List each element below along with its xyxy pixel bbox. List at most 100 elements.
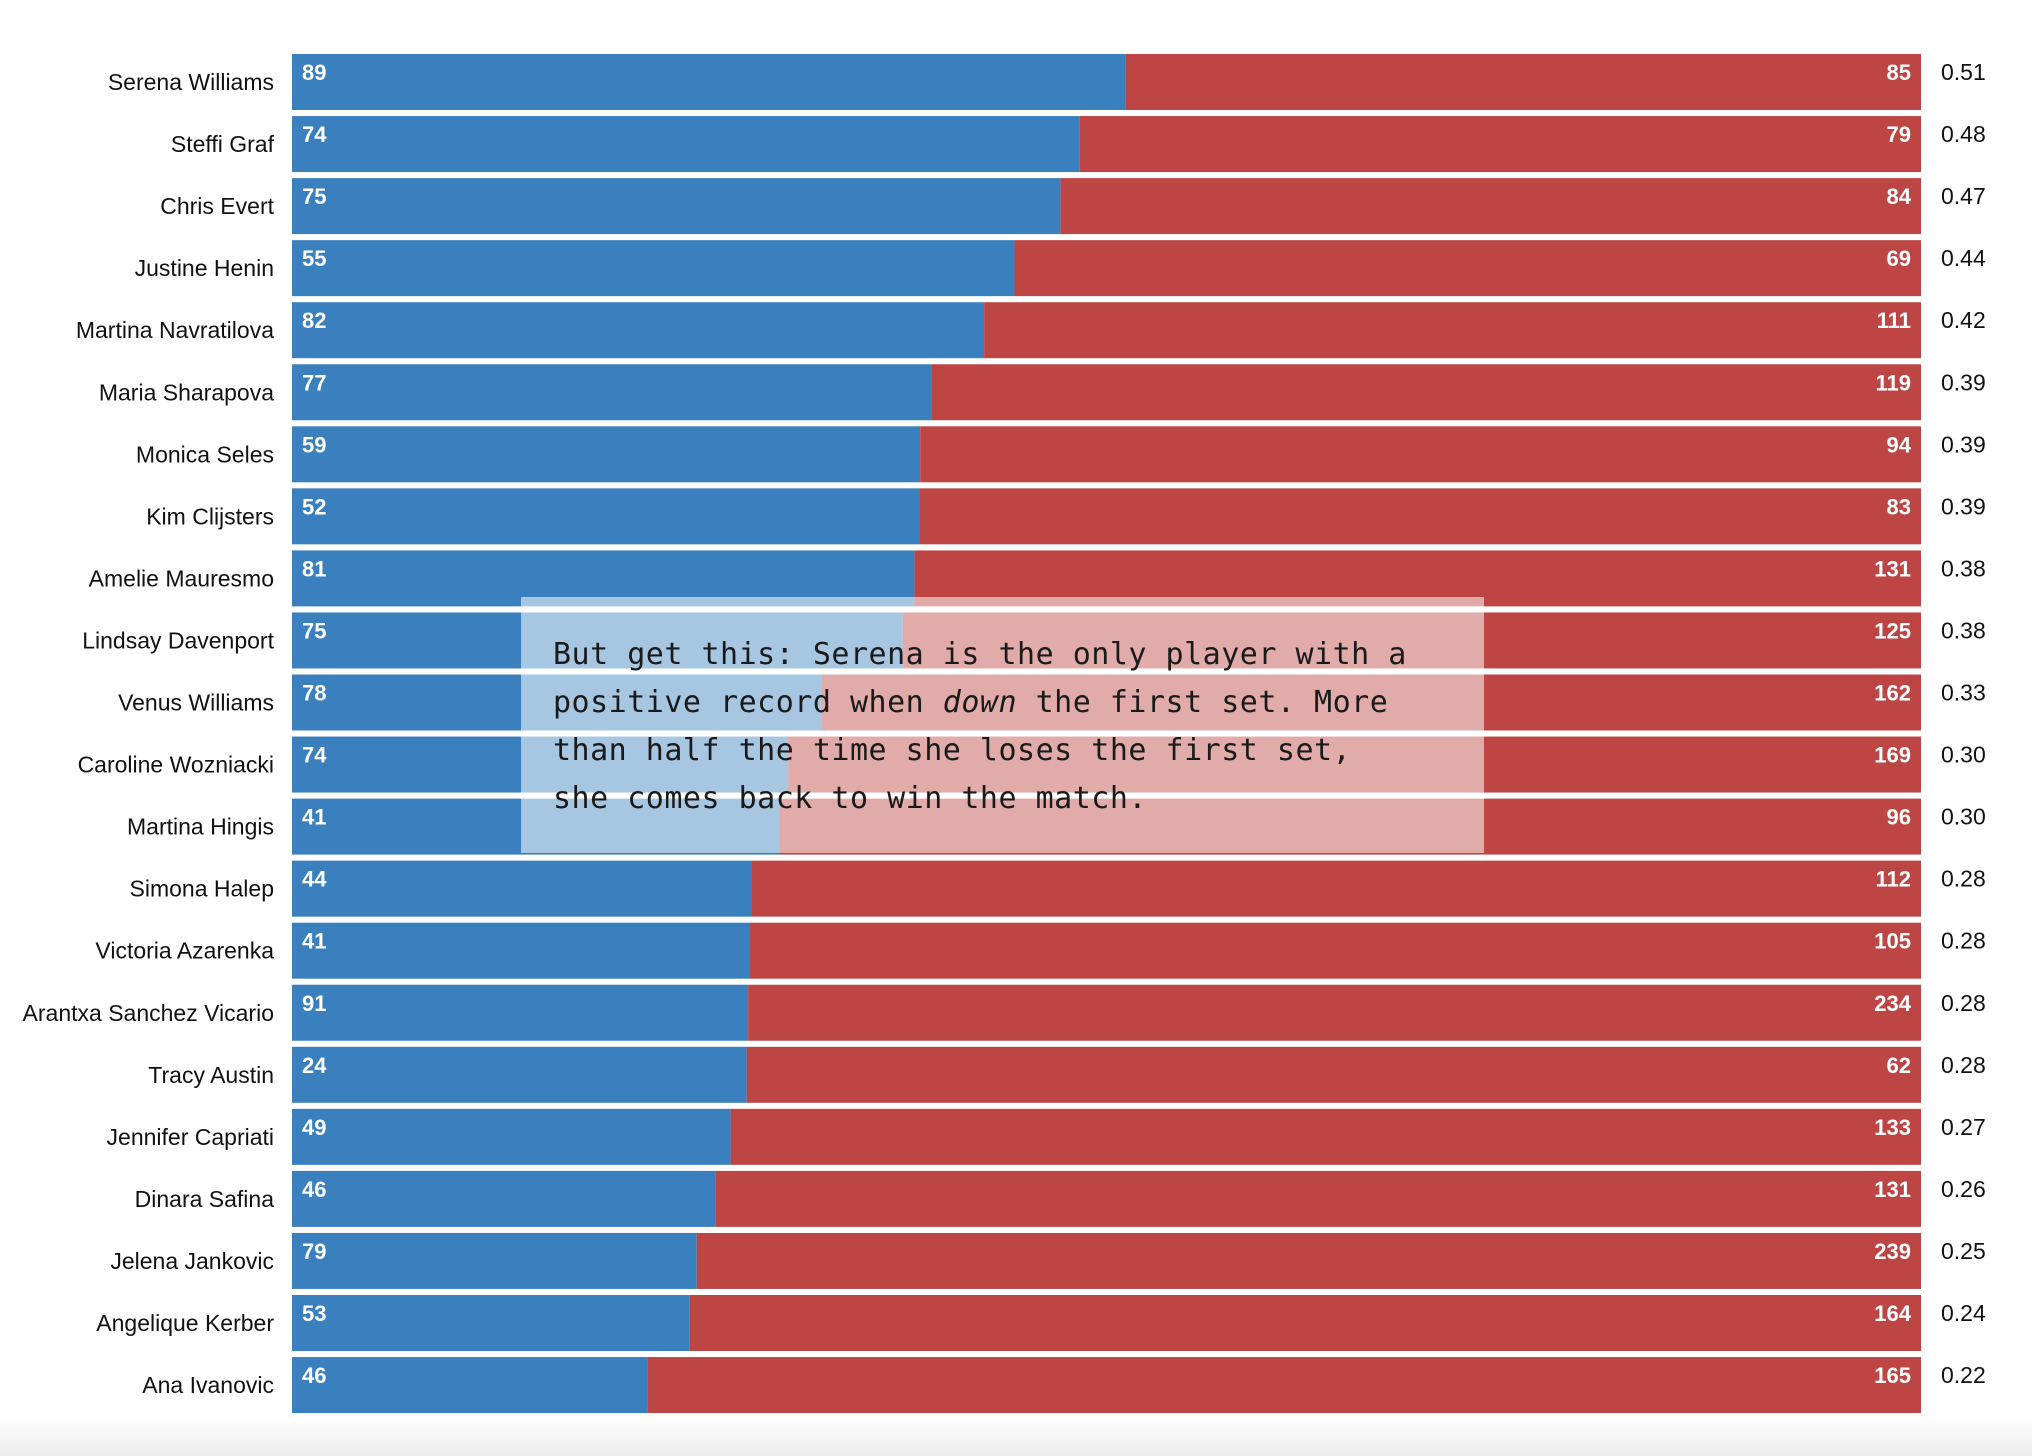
win-ratio-label: 0.30 — [1941, 804, 1986, 830]
wins-value-label: 75 — [302, 184, 326, 209]
wins-value-label: 49 — [302, 1115, 326, 1140]
player-name-label: Angelique Kerber — [96, 1310, 274, 1336]
wins-value-label: 24 — [302, 1053, 327, 1078]
annotation-emphasis: down — [942, 685, 1018, 720]
win-bar — [292, 302, 985, 359]
win-bar — [292, 240, 1015, 297]
player-name-label: Simona Halep — [130, 876, 274, 902]
annotation-box: But get this: Serena is the only player … — [521, 597, 1484, 853]
losses-value-label: 164 — [1874, 1301, 1911, 1326]
loss-bar — [1079, 116, 1921, 173]
loss-bar — [689, 1295, 1921, 1351]
player-name-label: Steffi Graf — [171, 131, 275, 157]
player-name-label: Serena Williams — [108, 69, 274, 95]
win-ratio-label: 0.30 — [1941, 742, 1986, 768]
win-bar — [292, 364, 932, 421]
win-bar — [292, 984, 749, 1041]
losses-value-label: 96 — [1887, 805, 1911, 830]
player-name-label: Arantxa Sanchez Vicario — [23, 1000, 274, 1026]
player-name-label: Tracy Austin — [148, 1062, 274, 1088]
win-bar — [292, 488, 920, 545]
win-ratio-label: 0.42 — [1941, 307, 1986, 333]
win-ratio-label: 0.28 — [1941, 866, 1986, 892]
player-name-label: Caroline Wozniacki — [78, 752, 274, 778]
wins-value-label: 46 — [302, 1177, 326, 1202]
wins-value-label: 59 — [302, 432, 326, 457]
win-ratio-label: 0.39 — [1941, 493, 1986, 519]
wins-value-label: 74 — [302, 743, 327, 768]
wins-value-label: 46 — [302, 1363, 326, 1388]
wins-value-label: 74 — [302, 122, 327, 147]
losses-value-label: 94 — [1887, 432, 1912, 457]
player-name-label: Dinara Safina — [135, 1186, 275, 1212]
player-name-label: Venus Williams — [118, 690, 274, 716]
win-bar — [292, 1108, 731, 1165]
loss-bar — [919, 488, 1921, 545]
annotation-line: But get this: Serena is the only player … — [553, 637, 1407, 672]
win-bar — [292, 426, 921, 483]
wins-value-label: 44 — [302, 867, 327, 892]
losses-value-label: 79 — [1887, 122, 1911, 147]
wins-value-label: 55 — [302, 246, 326, 271]
losses-value-label: 62 — [1887, 1053, 1911, 1078]
player-name-label: Jennifer Capriati — [107, 1124, 274, 1150]
losses-value-label: 83 — [1887, 494, 1911, 519]
player-name-label: Jelena Jankovic — [110, 1248, 274, 1274]
win-ratio-label: 0.44 — [1941, 245, 1986, 271]
loss-bar — [749, 922, 1921, 979]
win-ratio-label: 0.22 — [1941, 1362, 1986, 1388]
losses-value-label: 85 — [1887, 60, 1911, 85]
win-ratio-label: 0.28 — [1941, 990, 1986, 1016]
losses-value-label: 69 — [1887, 246, 1911, 271]
annotation-text: positive record when — [553, 685, 943, 720]
losses-value-label: 131 — [1874, 1177, 1911, 1202]
losses-value-label: 239 — [1874, 1239, 1911, 1264]
player-name-label: Ana Ivanovic — [142, 1372, 274, 1398]
player-name-label: Martina Hingis — [127, 814, 274, 840]
player-name-label: Monica Seles — [136, 441, 274, 467]
player-name-label: Maria Sharapova — [99, 379, 274, 405]
loss-bar — [730, 1108, 1921, 1165]
player-name-label: Victoria Azarenka — [95, 938, 274, 964]
wins-value-label: 81 — [302, 556, 326, 581]
win-ratio-label: 0.39 — [1941, 369, 1986, 395]
loss-bar — [696, 1232, 1921, 1289]
win-ratio-label: 0.26 — [1941, 1176, 1986, 1202]
win-ratio-label: 0.33 — [1941, 680, 1986, 706]
loss-bar — [715, 1170, 1921, 1227]
losses-value-label: 234 — [1874, 991, 1911, 1016]
win-bar — [292, 1046, 747, 1103]
wins-value-label: 77 — [302, 370, 326, 395]
losses-value-label: 84 — [1887, 184, 1912, 209]
losses-value-label: 169 — [1874, 743, 1911, 768]
loss-bar — [931, 364, 1921, 421]
win-ratio-label: 0.38 — [1941, 555, 1986, 581]
losses-value-label: 133 — [1874, 1115, 1911, 1140]
win-ratio-label: 0.39 — [1941, 431, 1986, 457]
loss-bar — [748, 984, 1921, 1041]
loss-bar — [1125, 54, 1921, 110]
player-name-label: Amelie Mauresmo — [89, 565, 274, 591]
win-bar — [292, 1295, 690, 1351]
wins-value-label: 41 — [302, 805, 326, 830]
annotation-line: she comes back to win the match. — [553, 781, 1147, 816]
wins-value-label: 89 — [302, 60, 326, 85]
loss-bar — [984, 302, 1921, 359]
wins-value-label: 52 — [302, 494, 326, 519]
losses-value-label: 131 — [1874, 556, 1911, 581]
player-name-label: Justine Henin — [135, 255, 274, 281]
player-name-label: Chris Evert — [160, 193, 274, 219]
win-ratio-label: 0.47 — [1941, 183, 1986, 209]
player-name-label: Martina Navratilova — [76, 317, 274, 343]
win-bar — [292, 1232, 697, 1289]
player-name-label: Lindsay Davenport — [82, 627, 274, 653]
win-ratio-label: 0.48 — [1941, 121, 1986, 147]
win-ratio-label: 0.28 — [1941, 928, 1986, 954]
wins-value-label: 41 — [302, 929, 326, 954]
losses-value-label: 119 — [1876, 370, 1912, 395]
win-ratio-label: 0.25 — [1941, 1238, 1986, 1264]
labels-layer: Serena Williams 89 85 0.51 Steffi Graf 74 79 0.… — [23, 59, 1986, 1398]
win-bar — [292, 860, 752, 917]
loss-bar — [920, 426, 1921, 483]
wins-value-label: 91 — [302, 991, 326, 1016]
